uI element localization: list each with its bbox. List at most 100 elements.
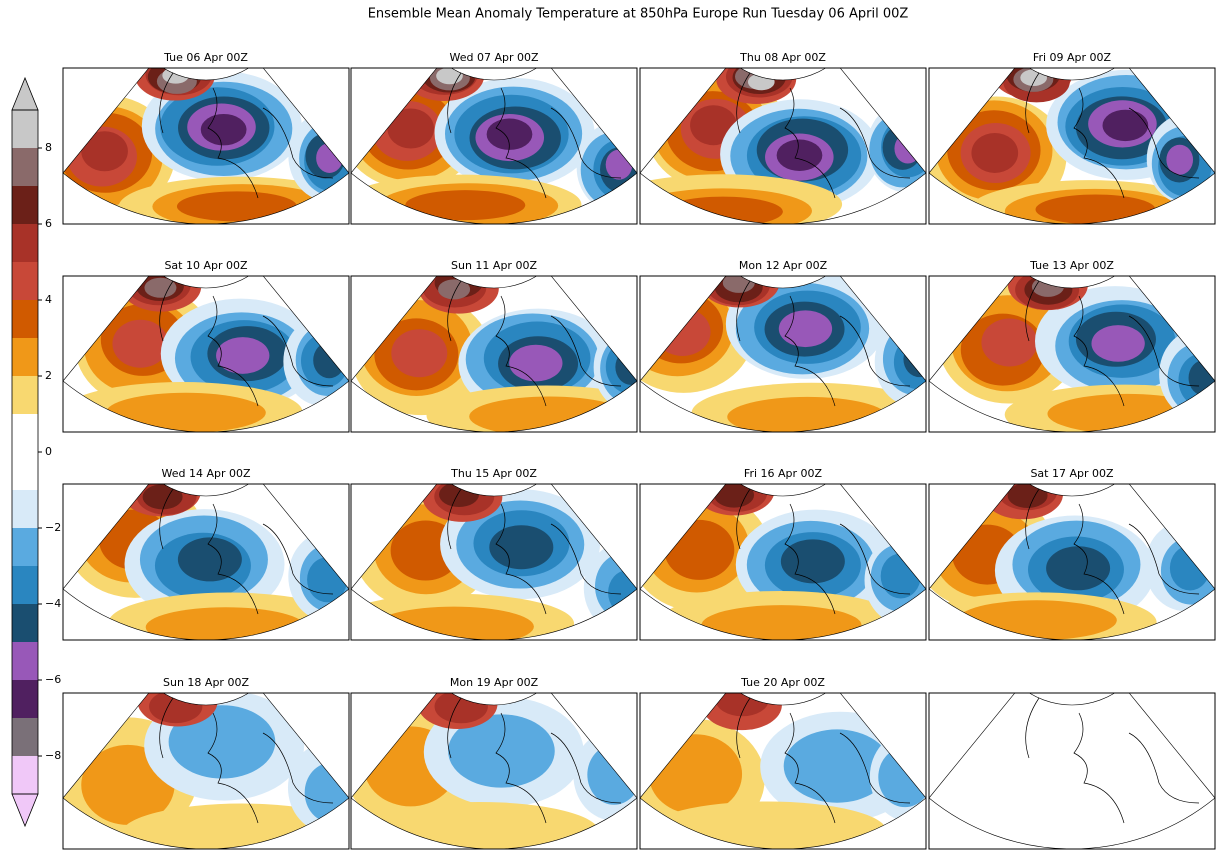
anomaly-field xyxy=(63,693,349,849)
coastline xyxy=(1025,72,1200,199)
contour-fill xyxy=(149,693,203,724)
colorbar-tick-label: −2 xyxy=(45,521,61,534)
contour-fill xyxy=(177,537,242,582)
contour-fill xyxy=(715,693,769,717)
map-panel: Sun 18 Apr 00Z xyxy=(62,676,350,850)
colorbar-band xyxy=(12,148,38,186)
coastline xyxy=(1025,280,1200,407)
contour-fill xyxy=(714,484,755,508)
panel-frame xyxy=(928,483,1216,641)
colorbar-band xyxy=(12,414,38,490)
panel-title: Mon 12 Apr 00Z xyxy=(739,259,828,272)
panel-frame xyxy=(639,275,927,433)
coastline xyxy=(159,280,334,407)
panel-frame xyxy=(639,67,927,225)
contour-fill xyxy=(405,190,526,221)
panel-frame xyxy=(62,483,350,641)
coastline xyxy=(159,697,334,824)
contour-fill xyxy=(438,279,471,300)
map-panel: Thu 15 Apr 00Z xyxy=(350,467,638,641)
sector-outline xyxy=(640,68,926,224)
sector-outline xyxy=(63,693,349,849)
map-panel: Tue 06 Apr 00Z xyxy=(62,51,350,225)
colorbar-tick-label: −8 xyxy=(45,749,61,762)
contour-fill xyxy=(608,570,637,616)
colorbar-band xyxy=(12,756,38,794)
contour-fill xyxy=(747,73,775,91)
colorbar-band xyxy=(12,490,38,528)
contour-fill xyxy=(880,553,921,599)
anomaly-field xyxy=(929,484,1215,640)
colorbar-band xyxy=(12,680,38,718)
anomaly-field xyxy=(640,693,926,849)
coastline xyxy=(1025,488,1200,615)
contour-fill xyxy=(142,484,183,510)
contour-fill xyxy=(1035,194,1156,224)
contour-fill xyxy=(373,606,534,640)
colorbar-tick-label: 2 xyxy=(45,369,52,382)
map-panel: Fri 09 Apr 00Z xyxy=(928,51,1216,225)
contour-fill xyxy=(387,108,435,149)
anomaly-field xyxy=(63,68,349,224)
map-panel: Wed 07 Apr 00Z xyxy=(350,51,638,225)
map-panel: Tue 13 Apr 00Z xyxy=(928,259,1216,433)
contour-fill xyxy=(216,337,270,374)
panel-frame xyxy=(639,692,927,850)
panel-title: Wed 07 Apr 00Z xyxy=(449,51,538,64)
contour-fill xyxy=(436,68,463,85)
anomaly-field xyxy=(640,484,926,640)
sector-outline xyxy=(63,68,349,224)
sector-outline xyxy=(640,693,926,849)
panel-frame xyxy=(928,275,1216,433)
colorbar-band xyxy=(12,376,38,414)
panel-title: Mon 19 Apr 00Z xyxy=(450,676,539,689)
panel-title: Sun 18 Apr 00Z xyxy=(163,676,249,689)
colorbar-tick-label: 4 xyxy=(45,293,52,306)
anomaly-field xyxy=(351,276,637,432)
contour-fill xyxy=(893,335,926,390)
map-panel: Fri 16 Apr 00Z xyxy=(639,467,927,641)
panel-frame xyxy=(350,275,638,433)
contour-fill xyxy=(359,801,600,849)
sector-outline xyxy=(640,484,926,640)
sector-outline xyxy=(63,276,349,432)
contour-fill xyxy=(112,319,169,368)
sector-outline xyxy=(929,693,1215,849)
contour-fill xyxy=(783,729,891,803)
panel-frame xyxy=(62,67,350,225)
coastline xyxy=(736,72,911,199)
contour-fill xyxy=(1166,144,1194,175)
panel-title: Tue 06 Apr 00Z xyxy=(163,51,248,64)
contour-fill xyxy=(778,310,833,348)
panel-title: Thu 08 Apr 00Z xyxy=(739,51,826,64)
contour-fill xyxy=(304,762,349,823)
colorbar-band xyxy=(12,566,38,604)
panel-frame xyxy=(350,692,638,850)
panel-frame xyxy=(350,67,638,225)
contour-fill xyxy=(1020,69,1048,86)
colorbar-band xyxy=(12,718,38,756)
panel-frame xyxy=(350,483,638,641)
panel-title: Fri 16 Apr 00Z xyxy=(744,467,823,480)
map-panel: Wed 14 Apr 00Z xyxy=(62,467,350,641)
colorbar-band xyxy=(12,262,38,300)
anomaly-field xyxy=(351,68,637,224)
contour-fill xyxy=(176,191,297,222)
panel-title: Sat 17 Apr 00Z xyxy=(1030,467,1114,480)
anomaly-field xyxy=(351,484,637,640)
contour-fill xyxy=(316,142,343,173)
panel-frame xyxy=(62,692,350,850)
contour-fill xyxy=(162,68,190,84)
colorbar-tick-label: 0 xyxy=(45,445,52,458)
sector-outline xyxy=(351,68,637,224)
coastline xyxy=(736,488,911,615)
figure-title: Ensemble Mean Anomaly Temperature at 850… xyxy=(368,7,909,22)
contour-fill xyxy=(956,600,1117,640)
coastline xyxy=(1025,697,1200,824)
contour-fill xyxy=(486,118,533,150)
coastline xyxy=(159,72,334,199)
contour-fill xyxy=(1091,325,1145,362)
colorbar-band xyxy=(12,186,38,224)
contour-fill xyxy=(144,277,177,298)
anomaly-field xyxy=(929,68,1215,224)
